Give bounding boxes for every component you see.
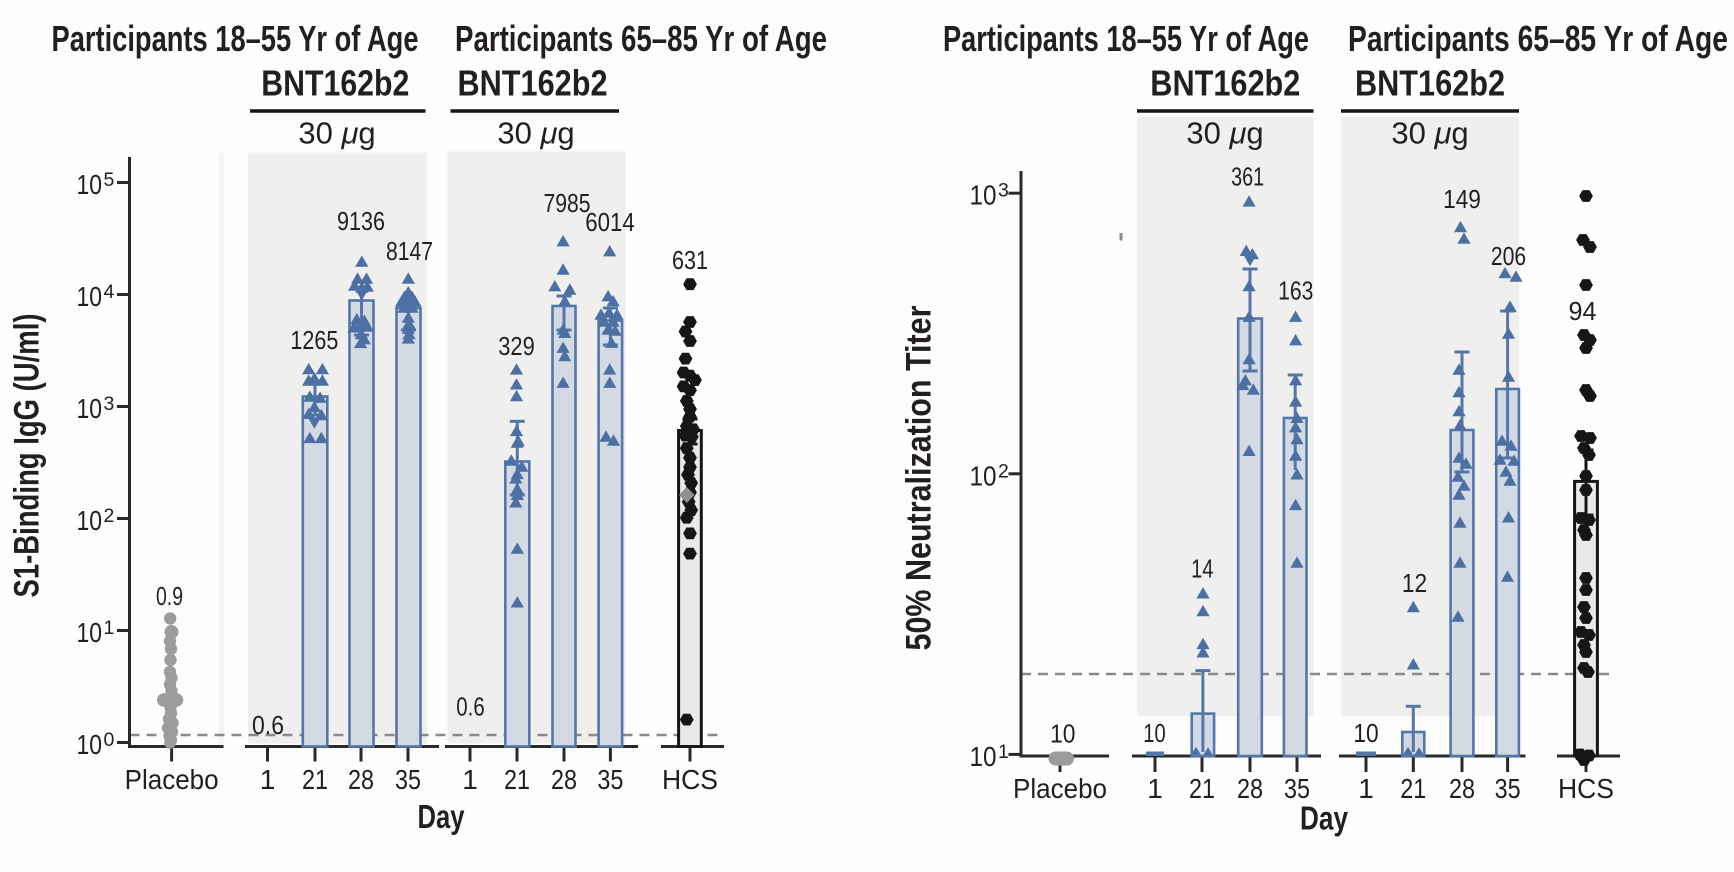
svg-text:1: 1 [1147,773,1163,804]
svg-text:35: 35 [1495,773,1521,804]
svg-text:10: 10 [77,393,103,424]
svg-text:94: 94 [1569,296,1597,326]
svg-text:30 μg: 30 μg [1391,116,1468,151]
svg-text:1: 1 [260,764,276,795]
svg-text:HCS: HCS [662,764,718,795]
svg-text:35: 35 [395,764,421,795]
svg-text:10: 10 [970,180,997,211]
svg-text:2: 2 [104,505,115,527]
svg-text:Participants 18–55 Yr of Age: Participants 18–55 Yr of Age [52,18,419,59]
svg-text:1: 1 [1358,773,1374,804]
svg-text:HCS: HCS [1558,773,1614,804]
svg-text:10: 10 [1143,718,1165,748]
svg-text:0: 0 [104,729,115,751]
svg-text:21: 21 [1400,773,1426,804]
svg-text:0.6: 0.6 [456,692,484,722]
svg-text:21: 21 [302,764,328,795]
svg-text:0.9: 0.9 [156,581,183,611]
svg-text:50% Neutralization Titer: 50% Neutralization Titer [900,305,939,650]
svg-text:14: 14 [1191,553,1213,583]
svg-text:10: 10 [1050,719,1075,749]
svg-text:12: 12 [1402,568,1427,598]
svg-text:4: 4 [104,281,115,303]
svg-text:Placebo: Placebo [1013,773,1107,804]
svg-text:Participants 65–85 Yr of Age: Participants 65–85 Yr of Age [455,18,827,59]
svg-text:35: 35 [1284,773,1310,804]
svg-text:Day: Day [1300,800,1349,837]
svg-text:28: 28 [348,764,374,795]
svg-text:2: 2 [998,460,1009,482]
svg-text:10: 10 [77,617,103,648]
svg-text:3: 3 [998,180,1009,202]
svg-text:6014: 6014 [585,207,635,237]
svg-text:163: 163 [1278,276,1313,306]
svg-text:30 μg: 30 μg [497,116,574,151]
svg-text:1: 1 [998,741,1009,763]
svg-text:206: 206 [1491,241,1526,271]
svg-text:28: 28 [551,764,577,795]
svg-text:Participants 65–85 Yr of Age: Participants 65–85 Yr of Age [1348,18,1728,59]
svg-text:10: 10 [970,460,997,491]
svg-text:30 μg: 30 μg [1186,116,1263,151]
svg-text:BNT162b2: BNT162b2 [458,62,608,103]
svg-text:1: 1 [104,617,115,639]
svg-text:BNT162b2: BNT162b2 [1355,62,1505,103]
svg-text:5: 5 [104,169,115,191]
svg-text:Placebo: Placebo [125,764,219,795]
svg-text:1: 1 [462,764,478,795]
svg-text:10: 10 [77,729,103,760]
svg-text:8147: 8147 [386,236,433,266]
svg-text:149: 149 [1443,184,1481,214]
svg-text:S1-Binding IgG (U/ml): S1-Binding IgG (U/ml) [8,314,47,598]
svg-text:28: 28 [1237,773,1263,804]
svg-text:30 μg: 30 μg [298,116,375,151]
svg-text:329: 329 [498,331,535,361]
svg-text:9136: 9136 [337,206,385,236]
svg-text:BNT162b2: BNT162b2 [261,62,409,103]
svg-text:28: 28 [1449,773,1475,804]
svg-text:3: 3 [104,393,115,415]
svg-text:631: 631 [672,245,708,275]
svg-text:BNT162b2: BNT162b2 [1150,62,1300,103]
svg-text:361: 361 [1231,161,1264,191]
svg-text:10: 10 [77,281,103,312]
svg-text:10: 10 [970,741,997,772]
svg-text:Day: Day [418,798,465,835]
svg-text:0.6: 0.6 [252,710,284,740]
svg-text:10: 10 [77,169,103,200]
svg-text:7985: 7985 [544,188,591,218]
svg-text:10: 10 [1353,718,1378,748]
svg-text:21: 21 [1189,773,1215,804]
svg-text:1265: 1265 [290,325,338,355]
svg-text:21: 21 [504,764,530,795]
svg-text:Participants 18–55 Yr of Age: Participants 18–55 Yr of Age [943,18,1309,59]
svg-text:10: 10 [77,505,103,536]
svg-text:35: 35 [597,764,623,795]
